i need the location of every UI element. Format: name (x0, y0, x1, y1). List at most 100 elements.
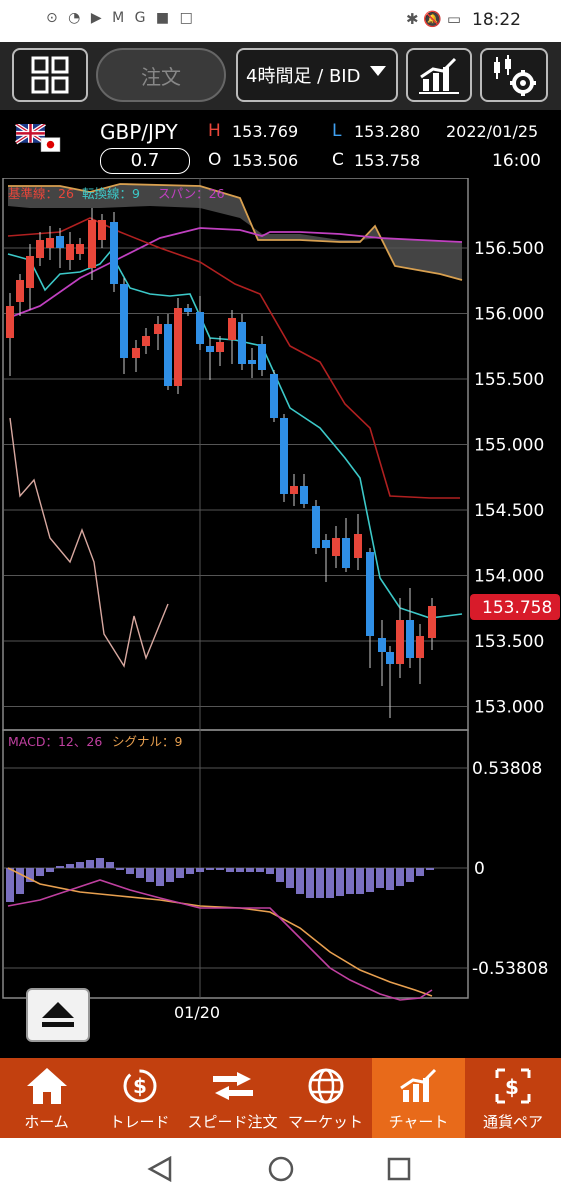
chikou-line (9, 417, 169, 668)
macd-histogram-bar (136, 868, 144, 878)
low-value: 153.280 (354, 122, 421, 141)
candle-body (76, 244, 84, 254)
notification-icons: ⊙ ◔ ▶ M G ■ □ (46, 10, 196, 26)
candle-body (164, 324, 172, 386)
speed-order-icon (212, 1072, 253, 1100)
candle-body (270, 374, 278, 418)
macd-tick-label: 0.53808 (472, 759, 542, 779)
macd-zero-band (4, 853, 466, 859)
price-tick-label: 153.500 (474, 632, 544, 652)
candle-body (142, 336, 150, 346)
macd-histogram-bar (296, 868, 304, 894)
macd-histogram-bar (86, 860, 94, 868)
macd-histogram-bar (236, 868, 244, 872)
chart-type-button[interactable] (406, 48, 472, 102)
candle-body (56, 236, 64, 248)
chart-settings-button[interactable] (480, 48, 548, 102)
high-value: 153.769 (232, 122, 299, 141)
kijun-legend: 基準線：26 (8, 186, 74, 201)
low-label: L (332, 121, 342, 141)
trade-icon: $ (123, 1069, 156, 1103)
collapse-chart-button[interactable] (26, 988, 90, 1042)
market-icon (308, 1068, 343, 1104)
macd-histogram-bar (156, 868, 164, 886)
back-icon[interactable] (146, 1156, 174, 1182)
current-price-tag (470, 594, 560, 620)
candle-body (120, 284, 128, 358)
nav-trade-label: トレード (109, 1113, 170, 1131)
candle-body (248, 360, 256, 364)
macd-histogram-bar (46, 868, 54, 872)
macd-histogram-bar (276, 868, 284, 882)
nav-currency-pair[interactable]: $ 通貨ペア (465, 1058, 561, 1138)
chart-area[interactable]: 基準線：26 転換線：9 スパン：26 MACD：12、26 シグナル：9 15… (0, 177, 561, 1058)
candle-body (428, 606, 436, 638)
candle-body (280, 418, 288, 494)
toolbar: 注文 4時間足 / BID (0, 42, 561, 110)
close-label: C (332, 150, 344, 170)
candle-body (300, 486, 308, 504)
close-value: 153.758 (354, 151, 421, 170)
candlestick-chart[interactable]: 基準線：26 転換線：9 スパン：26 MACD：12、26 シグナル：9 15… (0, 177, 561, 1058)
macd-histogram-bar (256, 868, 264, 872)
macd-histogram-bar (356, 868, 364, 894)
candle-body (332, 538, 340, 556)
open-value: 153.506 (232, 151, 299, 170)
macd-histogram-bar (266, 868, 274, 874)
candle-body (36, 240, 44, 258)
status-time: 18:22 (472, 10, 521, 30)
x-axis-date-label: 01/20 (174, 1003, 220, 1022)
ichimoku-cloud (8, 184, 462, 280)
macd-histogram-bar (376, 868, 384, 888)
bottom-nav: ホーム $ トレード スピード注文 マーケット チャート (0, 1058, 561, 1138)
candle-body (132, 348, 140, 358)
macd-line (7, 879, 433, 1001)
signal-legend: シグナル：9 (112, 734, 183, 749)
nav-trade[interactable]: $ トレード (93, 1058, 186, 1138)
period-label: 4時間足 / BID (246, 66, 361, 87)
price-tick-label: 154.000 (474, 567, 544, 587)
order-button[interactable]: 注文 (96, 48, 226, 102)
macd-histogram-bar (336, 868, 344, 896)
candle-body (406, 620, 414, 658)
nav-home[interactable]: ホーム (0, 1058, 93, 1138)
macd-histogram-bar (366, 868, 374, 892)
macd-histogram-bar (316, 868, 324, 898)
macd-histogram-bar (326, 868, 334, 898)
macd-histogram-bar (286, 868, 294, 888)
price-tick-label: 155.000 (474, 436, 544, 456)
price-tick-label: 154.500 (474, 501, 544, 521)
recent-apps-icon[interactable] (386, 1156, 412, 1182)
nav-market-label: マーケット (287, 1113, 363, 1131)
candle-body (354, 534, 362, 558)
nav-chart[interactable]: チャート (372, 1058, 465, 1138)
nav-speed-order[interactable]: スピード注文 (186, 1058, 279, 1138)
home-icon (26, 1068, 67, 1104)
candle-body (66, 244, 74, 260)
candle-gear-icon (494, 55, 536, 96)
time-value: 16:00 (492, 151, 541, 171)
candle-body (154, 324, 162, 334)
home-circle-icon[interactable] (266, 1154, 296, 1184)
grid-icon (31, 56, 69, 94)
tenkan-line (7, 250, 463, 619)
macd-histogram-bar (96, 858, 104, 868)
chevron-down-icon (370, 66, 386, 76)
macd-panel-frame (2, 729, 469, 999)
macd-histogram-bar (426, 868, 434, 870)
period-select[interactable]: 4時間足 / BID (236, 48, 398, 102)
grid-menu-button[interactable] (12, 48, 88, 102)
quote-header: GBP/JPY 0.7 H 153.769 L 153.280 O 153.50… (0, 112, 561, 176)
macd-histogram-bar (116, 868, 124, 870)
spread-value: 0.7 (100, 148, 190, 174)
status-bar: ⊙ ◔ ▶ M G ■ □ ✱ 🔕 ▭ 18:22 (0, 0, 561, 42)
macd-histogram-bar (396, 868, 404, 886)
candle-body (322, 540, 330, 548)
eject-icon (42, 1002, 74, 1027)
nav-market[interactable]: マーケット (279, 1058, 372, 1138)
nav-currency-pair-label: 通貨ペア (482, 1113, 543, 1131)
system-nav-bar (0, 1138, 561, 1200)
macd-histogram-bar (206, 868, 214, 870)
nav-speed-order-label: スピード注文 (187, 1113, 278, 1131)
open-label: O (208, 150, 222, 170)
